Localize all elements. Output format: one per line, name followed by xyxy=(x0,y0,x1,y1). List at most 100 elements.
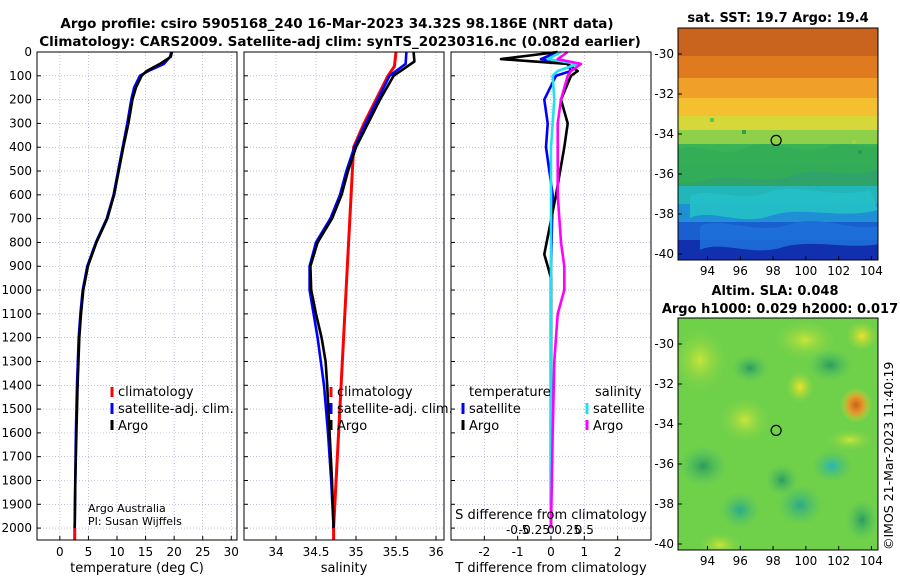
legend-climatology-label: climatology xyxy=(118,385,194,400)
x-tick-label: 94 xyxy=(700,264,715,278)
y-tick-label: -40 xyxy=(654,247,674,261)
sla-blob xyxy=(808,349,852,381)
y-tick-label: 0 xyxy=(24,45,32,59)
sla-blob xyxy=(679,446,727,486)
series-line-satellite-adj-clim- xyxy=(308,51,408,529)
y-tick-label: 600 xyxy=(9,188,32,202)
x-tick-label: 2 xyxy=(614,545,622,559)
legend-temp-satellite-label: satellite xyxy=(469,402,521,417)
axes-frame xyxy=(36,51,238,541)
sla-blob xyxy=(717,394,773,446)
credit-line1: Argo Australia xyxy=(88,502,166,515)
x-tick-label: 5 xyxy=(85,545,93,559)
y-tick-label: 700 xyxy=(9,212,32,226)
series-line-salinity-argo xyxy=(549,50,583,529)
series-line-climatology xyxy=(332,51,398,540)
x-tick-label: 10 xyxy=(109,545,124,559)
x-tick-label: 34.5 xyxy=(303,545,330,559)
y-tick-label: 1900 xyxy=(1,497,32,511)
x-tick-label: 1 xyxy=(581,545,589,559)
y-tick-label: 2000 xyxy=(1,521,32,535)
x-top-axis-label: S difference from climatology xyxy=(455,508,647,523)
sla-blob xyxy=(846,500,878,540)
sla-map-frame xyxy=(677,317,879,551)
legend-argo-label: Argo xyxy=(118,419,148,434)
legend-salinity: climatology satellite-adj. clim. Argo xyxy=(329,385,453,434)
sla-blob xyxy=(824,428,876,452)
x-tick-label: 94 xyxy=(700,554,715,568)
legend-temp-argo-label: Argo xyxy=(469,419,499,434)
y-tick-label: -32 xyxy=(654,87,674,101)
x-tick-label: 98 xyxy=(765,554,780,568)
y-tick-label: 900 xyxy=(9,259,32,273)
y-tick-label: -34 xyxy=(654,127,674,141)
x-tick-label: 102 xyxy=(827,264,850,278)
sst-texture xyxy=(678,118,878,251)
x-tick-label: -2 xyxy=(478,545,490,559)
x-tick-label: 34 xyxy=(268,545,283,559)
axes-frame xyxy=(243,51,445,541)
y-tick-label: -36 xyxy=(654,167,674,181)
sla-map-subtitle: Argo h1000: 0.029 h2000: 0.017 xyxy=(662,302,898,317)
sla-blob xyxy=(678,325,730,395)
sst-map-title: sat. SST: 19.7 Argo: 19.4 xyxy=(687,11,868,26)
series-line-argo xyxy=(309,51,416,529)
x-tick-label: 0 xyxy=(547,545,555,559)
salinity-panel: 34 34.5 35 35.5 36 salinity xyxy=(243,51,445,576)
x-top-tick-label: -0.25 xyxy=(519,523,550,537)
sla-map-title: Altim. SLA: 0.048 xyxy=(712,284,839,299)
y-tick-label: 1400 xyxy=(1,378,32,392)
sla-blob xyxy=(786,371,814,403)
difference-panel: -2 -1 0 1 2 T difference from climatology S di… xyxy=(450,50,652,576)
x-axis-label: temperature (deg C) xyxy=(70,561,204,576)
y-tick-label: 1700 xyxy=(1,450,32,464)
temperature-panel: 0 5 10 15 20 25 30 temperature (deg C) 0 100 200 30… xyxy=(1,45,238,576)
sla-blob xyxy=(840,387,872,423)
x-tick-label: 100 xyxy=(794,554,817,568)
sst-band xyxy=(678,130,878,144)
legend-difference: temperature salinity satellite Argo sate… xyxy=(461,385,645,434)
x-tick-label: 100 xyxy=(794,264,817,278)
sla-blob xyxy=(778,485,822,525)
x-tick-label: -1 xyxy=(512,545,524,559)
sla-blob xyxy=(812,450,852,482)
y-tick-label: 500 xyxy=(9,164,32,178)
imos-watermark: ©IMOS 21-Mar-2023 11:40:19 xyxy=(881,362,896,550)
legend-sal-satellite-label: satellite xyxy=(593,402,645,417)
y-tick-label: 1000 xyxy=(1,283,32,297)
x-tick-label: 0 xyxy=(56,545,64,559)
y-tick-label: -38 xyxy=(654,207,674,221)
legend-temp-header: temperature xyxy=(469,385,551,400)
y-tick-label: 800 xyxy=(9,235,32,249)
sla-blob xyxy=(696,531,744,550)
x-top-tick-label: 0 xyxy=(547,523,555,537)
x-tick-label: 35 xyxy=(348,545,363,559)
sla-argo-marker xyxy=(770,424,782,436)
legend-temperature: climatology satellite-adj. clim. Argo xyxy=(110,385,234,434)
sst-band xyxy=(678,116,878,130)
y-tick-label: 1200 xyxy=(1,331,32,345)
x-tick-label: 35.5 xyxy=(383,545,410,559)
y-tick-label: 100 xyxy=(9,69,32,83)
x-tick-label: 96 xyxy=(733,554,748,568)
sla-blob xyxy=(720,492,760,528)
y-tick-label: 300 xyxy=(9,116,32,130)
x-tick-label: 15 xyxy=(138,545,153,559)
y-tick-label: 1800 xyxy=(1,473,32,487)
sst-argo-marker xyxy=(770,134,782,146)
x-tick-label: 20 xyxy=(167,545,182,559)
x-axis-label: T difference from climatology xyxy=(454,561,647,576)
y-tick-label: -34 xyxy=(654,417,674,431)
sst-map-frame xyxy=(677,27,879,261)
x-top-tick-label: 0.25 xyxy=(554,523,581,537)
x-tick-label: 96 xyxy=(733,264,748,278)
x-tick-label: 104 xyxy=(860,264,883,278)
series-line-temperature-argo xyxy=(499,50,580,529)
y-tick-label: -38 xyxy=(654,497,674,511)
sla-blob xyxy=(732,354,768,382)
legend-satellite-label: satellite-adj. clim. xyxy=(118,402,234,417)
y-tick-label: -36 xyxy=(654,457,674,471)
series-line-satellite-adj-clim- xyxy=(73,51,173,529)
series-line-argo xyxy=(73,51,174,529)
x-tick-label: 104 xyxy=(860,554,883,568)
